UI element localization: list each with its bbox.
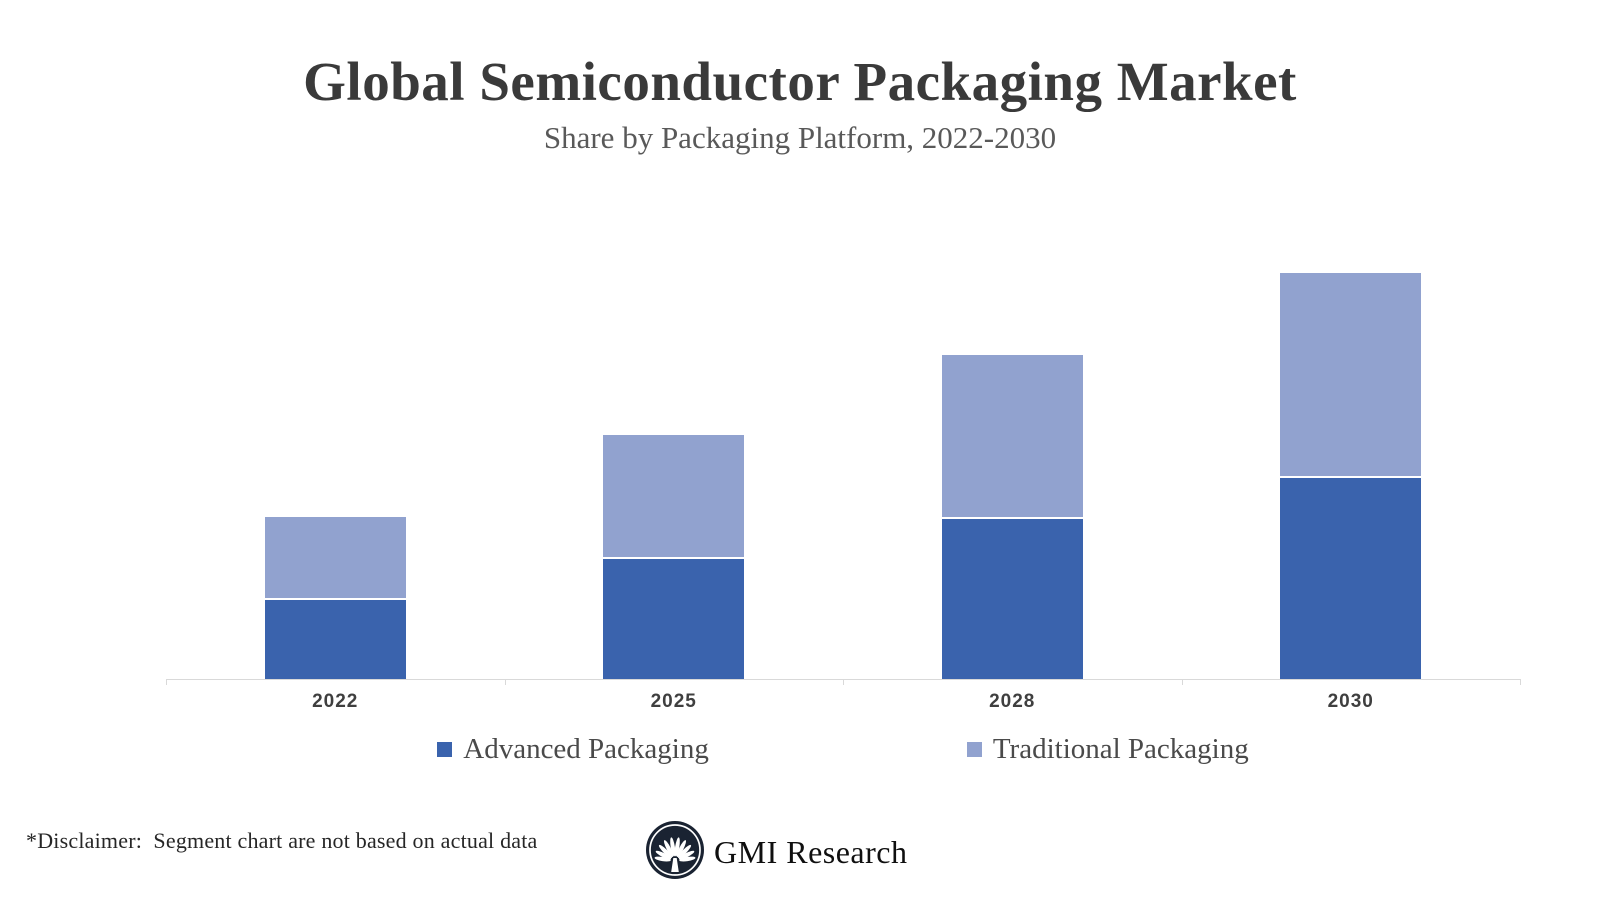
- bar-segment-advanced-packaging-2025: [603, 557, 745, 679]
- bar-segment-traditional-packaging-2025: [603, 435, 745, 557]
- legend-label: Advanced Packaging: [463, 733, 709, 765]
- axis-tick: [166, 679, 167, 685]
- stacked-bar-2028: [941, 355, 1083, 679]
- axis-tick: [1520, 679, 1521, 685]
- category-cell-2022: [166, 250, 505, 679]
- bar-segment-traditional-packaging-2022: [264, 517, 406, 598]
- legend-swatch-traditional-icon: [966, 742, 982, 757]
- x-axis-label-2030: 2030: [1327, 691, 1374, 712]
- axis-tick: [1181, 679, 1183, 685]
- x-axis-label-2025: 2025: [650, 691, 697, 712]
- brand-logo-group: GMI Research: [645, 820, 908, 885]
- legend: Advanced Packaging Traditional Packaging: [166, 733, 1520, 766]
- brand-name: GMI Research: [714, 833, 908, 870]
- legend-item-advanced-packaging: Advanced Packaging: [437, 733, 709, 766]
- legend-item-traditional-packaging: Traditional Packaging: [966, 733, 1249, 766]
- stacked-bar-2030: [1280, 273, 1422, 679]
- x-axis-label-2022: 2022: [312, 691, 359, 712]
- bar-segment-traditional-packaging-2030: [1280, 273, 1422, 476]
- fan-tree-logo-icon: [645, 820, 705, 885]
- legend-label: Traditional Packaging: [992, 733, 1249, 765]
- stacked-bar-2022: [264, 517, 406, 679]
- disclaimer-text: *Disclaimer: Segment chart are not based…: [26, 828, 538, 853]
- category-cell-2025: [505, 250, 844, 679]
- stacked-bar-chart: [166, 250, 1520, 679]
- category-cell-2028: [843, 250, 1182, 679]
- page-subtitle: Share by Packaging Platform, 2022-2030: [543, 120, 1057, 155]
- x-axis-label-2028: 2028: [989, 691, 1036, 712]
- axis-tick: [504, 679, 506, 685]
- bar-segment-advanced-packaging-2028: [941, 517, 1083, 679]
- bar-segment-advanced-packaging-2030: [1280, 476, 1422, 679]
- legend-swatch-advanced-icon: [437, 742, 453, 757]
- x-axis-labels: 2022 2025 2028 2030: [166, 691, 1520, 713]
- bar-segment-traditional-packaging-2028: [941, 355, 1083, 517]
- stacked-bar-2025: [603, 435, 745, 679]
- page-title: Global Semiconductor Packaging Market: [303, 51, 1297, 112]
- axis-tick: [843, 679, 844, 685]
- x-axis-ticks: [166, 679, 1521, 686]
- category-cell-2030: [1182, 250, 1521, 679]
- bar-segment-advanced-packaging-2022: [264, 598, 406, 679]
